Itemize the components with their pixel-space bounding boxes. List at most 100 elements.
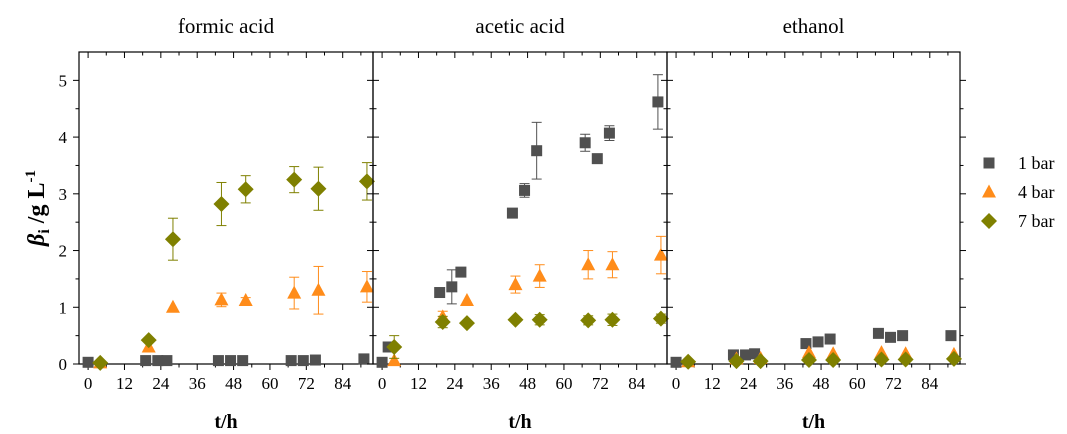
series-1-bar xyxy=(82,353,370,368)
data-point xyxy=(376,356,388,368)
data-point xyxy=(285,355,297,367)
data-point xyxy=(508,277,523,291)
data-point xyxy=(311,282,326,296)
data-point xyxy=(164,231,181,248)
data-point xyxy=(800,352,817,369)
data-point xyxy=(507,311,524,328)
data-point xyxy=(82,356,94,368)
data-point xyxy=(581,257,596,271)
data-point xyxy=(212,355,224,367)
x-tick-label: 84 xyxy=(334,374,352,393)
data-point xyxy=(531,145,543,157)
series-7-bar xyxy=(92,162,375,371)
panel-title: acetic acid xyxy=(475,14,565,38)
x-axis-label: t/h xyxy=(214,411,237,433)
x-tick-label: 24 xyxy=(152,374,170,393)
x-axis-label: t/h xyxy=(508,411,531,433)
data-point xyxy=(310,180,327,197)
data-point xyxy=(800,338,812,350)
data-point xyxy=(287,285,302,299)
data-point xyxy=(580,312,597,329)
data-point xyxy=(801,345,816,359)
data-point xyxy=(591,153,603,165)
data-point xyxy=(824,333,836,345)
data-point xyxy=(225,355,237,367)
legend-marker xyxy=(982,184,996,198)
data-point xyxy=(165,299,180,313)
x-tick-label: 12 xyxy=(116,374,133,393)
panel-ethanol: ethanol 0 12 24 36 48 60 72 84 t/h xyxy=(661,14,966,433)
data-point xyxy=(945,330,957,342)
data-point xyxy=(309,354,321,366)
legend-label: 1 bar xyxy=(1018,153,1054,173)
x-tick-label: 0 xyxy=(84,374,93,393)
y-tick-label: 3 xyxy=(59,185,68,204)
data-point xyxy=(358,173,375,190)
y-axis-label: βi /g L-1 xyxy=(23,170,53,247)
panel-title: formic acid xyxy=(178,14,275,38)
data-point xyxy=(161,355,173,367)
x-tick-label: 0 xyxy=(378,374,387,393)
data-point xyxy=(604,311,621,328)
data-point xyxy=(752,353,769,370)
panel-acetic-acid: acetic acid 0 12 24 36 48 60 72 84 t/h xyxy=(367,14,673,433)
x-tick-label: 36 xyxy=(776,374,793,393)
series-4-bar xyxy=(387,235,668,367)
panel-title: ethanol xyxy=(783,14,845,38)
data-point xyxy=(446,281,458,293)
x-tick-label: 84 xyxy=(628,374,646,393)
series-4-bar xyxy=(93,265,374,369)
data-point xyxy=(140,355,152,367)
x-tick-label: 60 xyxy=(849,374,866,393)
x-tick-label: 60 xyxy=(261,374,278,393)
data-point xyxy=(237,181,254,198)
y-tick-label: 0 xyxy=(59,355,68,374)
y-tick-label: 5 xyxy=(59,71,68,90)
data-point xyxy=(519,184,531,196)
x-tick-label: 72 xyxy=(885,374,902,393)
data-point xyxy=(297,355,309,367)
data-point xyxy=(727,349,739,361)
data-point xyxy=(873,351,890,368)
data-point xyxy=(897,330,909,342)
data-point xyxy=(945,350,962,367)
x-tick-label: 84 xyxy=(921,374,939,393)
data-point xyxy=(652,96,664,108)
data-point xyxy=(897,351,914,368)
data-point xyxy=(214,292,229,306)
data-point xyxy=(459,292,474,306)
legend-label: 7 bar xyxy=(1018,211,1054,231)
data-point xyxy=(238,292,253,306)
panel-frame xyxy=(666,51,961,365)
x-tick-label: 48 xyxy=(225,374,242,393)
data-point xyxy=(286,171,303,188)
x-tick-label: 12 xyxy=(704,374,721,393)
legend-marker xyxy=(981,213,997,229)
data-point xyxy=(387,353,402,367)
data-point xyxy=(213,196,230,213)
data-point xyxy=(359,279,374,293)
data-point xyxy=(506,207,518,219)
y-tick-label: 2 xyxy=(59,242,68,261)
legend-label: 4 bar xyxy=(1018,182,1054,202)
series-7-bar xyxy=(386,310,669,359)
x-tick-label: 12 xyxy=(410,374,427,393)
x-tick-label: 24 xyxy=(446,374,464,393)
data-point xyxy=(670,356,682,368)
legend: 1 bar 4 bar 7 bar xyxy=(981,153,1054,231)
series-1-bar xyxy=(376,74,664,368)
data-point xyxy=(152,355,164,367)
x-axis-label: t/h xyxy=(802,411,825,433)
data-point xyxy=(728,353,745,370)
x-tick-label: 72 xyxy=(592,374,609,393)
series-1-bar xyxy=(670,327,957,368)
data-point xyxy=(458,315,475,332)
data-point xyxy=(740,349,752,361)
x-tick-label: 60 xyxy=(555,374,572,393)
data-point xyxy=(680,353,697,370)
data-point xyxy=(579,137,591,149)
data-point xyxy=(825,352,842,369)
x-tick-label: 36 xyxy=(189,374,206,393)
